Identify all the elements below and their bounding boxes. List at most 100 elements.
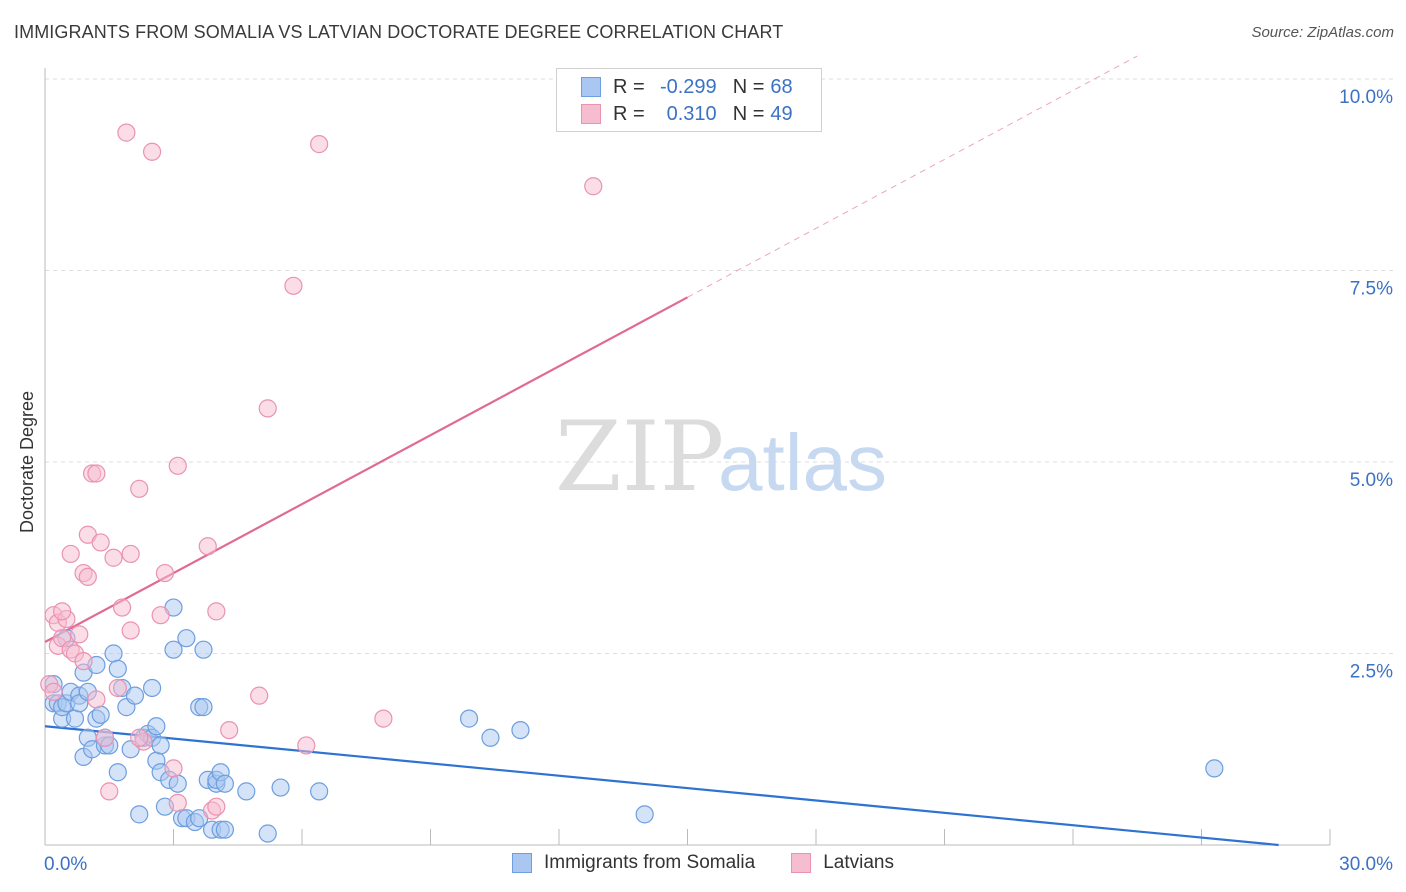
data-point-pink [74,652,93,671]
data-point-pink [104,548,123,567]
data-point-pink [310,135,329,154]
data-point-pink [78,567,97,587]
data-point-pink [207,602,226,621]
data-point-pink [220,720,239,740]
data-point-pink [70,625,89,644]
chart-title: IMMIGRANTS FROM SOMALIA VS LATVIAN DOCTO… [14,22,784,42]
data-point-pink [87,464,106,483]
data-point-pink [297,736,316,755]
axes [44,68,1331,846]
x-tick-label-max: 30.0% [1339,854,1393,875]
data-point-pink [117,123,136,142]
data-point-pink [198,537,217,556]
data-point-blue [1205,759,1224,778]
latvians-legend-swatch [791,853,812,873]
stats-legend: R = -0.299 N = 68 R = 0.310 N = 49 [556,68,822,132]
data-point-pink [95,728,115,747]
data-point-pink [258,399,277,418]
y-tick-label: 10.0% [1339,87,1393,108]
r-value-somalia: -0.299 [659,75,717,98]
grid-lines [45,78,1395,654]
data-point-blue [65,709,85,728]
legend-item-latvians[interactable]: Latvians [791,852,894,874]
data-point-blue [177,629,196,648]
trend-line-pink [44,296,689,643]
data-point-pink [250,686,269,705]
data-point-pink [130,479,149,498]
data-point-blue [91,705,110,724]
n-value-latvians: 49 [770,102,793,125]
data-point-pink [108,678,127,698]
n-label: N = [732,102,765,125]
data-point-blue [194,640,213,659]
data-point-blue [511,720,530,740]
data-point-blue [108,763,127,782]
data-point-pink [121,621,140,640]
watermark-zip: ZIP [555,401,724,513]
data-point-pink [207,797,226,816]
series-legend: Immigrants from Somalia Latvians [0,852,1406,874]
y-axis-label: Doctorate Degree [17,391,37,533]
n-value-somalia: 68 [770,75,793,98]
data-point-blue [125,686,145,705]
data-point-blue [215,774,234,793]
legend-item-somalia[interactable]: Immigrants from Somalia [512,852,755,874]
trend-line-blue [44,725,1279,847]
r-label: R = [613,75,645,98]
data-point-blue [142,678,162,698]
legend-row-somalia: R = -0.299 N = 68 [581,74,793,100]
data-point-pink [374,709,393,728]
data-point-pink [87,690,106,709]
trend-line-extension-pink [687,55,1138,298]
data-point-blue [108,659,127,678]
data-point-pink [91,533,110,552]
data-point-pink [112,598,132,617]
data-point-blue [215,820,234,839]
data-point-pink [44,682,63,701]
legend-row-latvians: R = 0.310 N = 49 [581,101,793,127]
trend-lines [44,55,1279,847]
data-point-blue [237,782,256,801]
y-tick-label: 7.5% [1350,279,1393,300]
data-point-blue [271,778,290,797]
data-point-pink [168,793,187,812]
data-point-blue [168,774,187,793]
somalia-legend-swatch [512,853,533,873]
watermark-atlas: atlas [718,418,887,507]
somalia-legend-label: Immigrants from Somalia [544,852,756,873]
x-tick-label-min: 0.0% [44,854,87,875]
data-point-blue [258,824,277,843]
data-point-pink [151,606,170,625]
data-point-pink [164,759,183,778]
r-label: R = [613,102,645,125]
somalia-swatch [581,77,601,97]
data-point-pink [53,602,72,621]
data-point-pink [61,544,80,564]
data-point-blue [310,782,329,801]
y-tick-label: 5.0% [1350,470,1393,491]
data-point-blue [635,805,654,824]
y-tick-label: 2.5% [1350,662,1393,683]
data-point-blue [147,717,166,736]
latvians-swatch [581,104,601,124]
data-point-pink [584,177,603,196]
data-point-pink [168,456,187,475]
data-point-blue [104,644,123,663]
axis-labels: 2.5% 5.0% 7.5% 10.0% 0.0% 30.0% Doctorate Degr… [17,87,1393,875]
latvians-legend-label: Latvians [823,852,894,873]
data-points [40,123,1224,843]
data-point-blue [151,736,170,755]
r-value-latvians: 0.310 [666,102,717,125]
data-point-pink [100,782,119,801]
data-point-pink [284,276,303,295]
data-point-blue [459,709,479,728]
data-point-blue [481,728,500,747]
data-point-pink [130,728,149,747]
data-point-pink [142,142,162,161]
data-point-blue [194,698,213,717]
data-point-blue [164,640,183,659]
source-label: Source: ZipAtlas.com [1251,24,1394,41]
n-label: N = [732,75,765,98]
data-point-pink [155,563,175,583]
